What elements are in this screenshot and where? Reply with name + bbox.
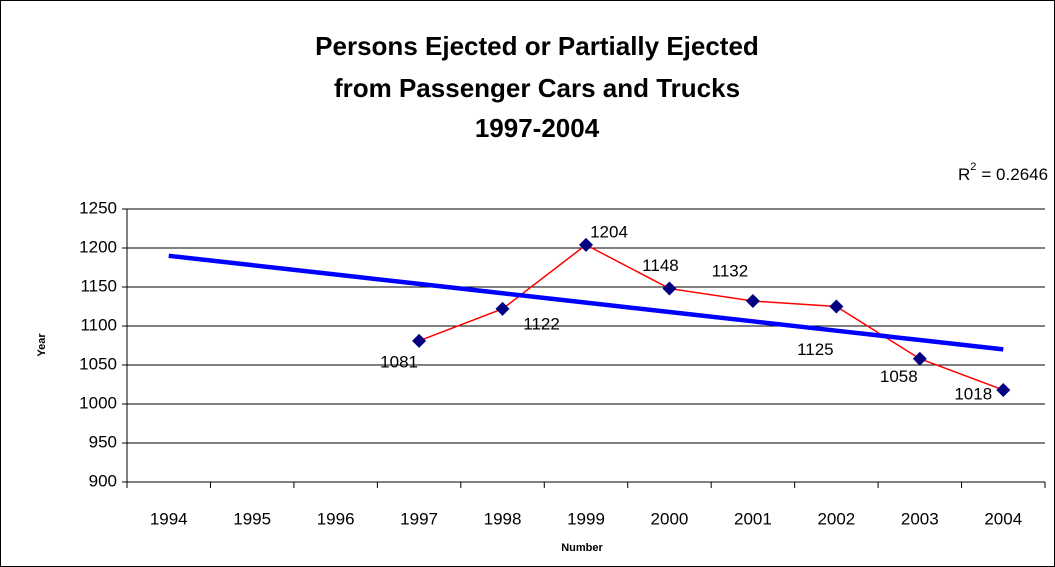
data-label: 1122 (523, 314, 560, 333)
x-tick-label: 2004 (984, 509, 1022, 528)
data-label: 1058 (880, 367, 918, 386)
y-tick-label: 1100 (80, 315, 117, 334)
y-tick-label: 1250 (79, 198, 117, 217)
marker (495, 301, 510, 316)
marker (412, 333, 427, 348)
chart-title: Persons Ejected or Partially Ejected (315, 31, 759, 61)
annotation: R2 = 0.2646 (958, 161, 1048, 185)
data-label: 1125 (797, 340, 834, 359)
data-label: 1018 (954, 384, 992, 403)
x-axis-title: Number (561, 542, 603, 554)
x-tick-label: 2002 (817, 509, 855, 528)
y-axis-title: Year (36, 333, 48, 357)
y-tick-label: 950 (89, 432, 117, 451)
y-tick-label: 900 (89, 471, 117, 490)
data-label: 1204 (590, 222, 628, 241)
annotation-symbol: R (958, 165, 970, 184)
x-tick-label: 1997 (400, 509, 438, 528)
x-tick-label: 2003 (901, 509, 939, 528)
y-tick-label: 1150 (80, 276, 117, 295)
marker (912, 351, 927, 366)
marker (996, 382, 1011, 397)
chart-title: from Passenger Cars and Trucks (334, 73, 740, 103)
y-tick-label: 1000 (79, 393, 117, 412)
marker (829, 299, 844, 314)
annotation-exponent: 2 (970, 161, 976, 173)
y-tick-label: 1050 (79, 354, 117, 373)
data-label: 1148 (642, 256, 679, 275)
x-tick-label: 1996 (317, 509, 355, 528)
x-tick-label: 1999 (567, 509, 605, 528)
marker (745, 294, 760, 309)
chart-title: 1997-2004 (475, 113, 600, 143)
annotation-text: = 0.2646 (981, 165, 1048, 184)
marker (579, 237, 593, 252)
x-tick-label: 1994 (150, 509, 188, 528)
x-tick-label: 1995 (233, 509, 271, 528)
x-tick-label: 2000 (651, 509, 689, 528)
x-tick-label: 2001 (734, 509, 772, 528)
data-label: 1132 (712, 262, 749, 281)
y-tick-label: 1200 (79, 237, 117, 256)
trend-line (168, 253, 1004, 352)
x-tick-label: 1998 (484, 509, 522, 528)
data-label: 1081 (380, 352, 418, 371)
data-line (418, 243, 1004, 391)
marker (662, 281, 677, 296)
